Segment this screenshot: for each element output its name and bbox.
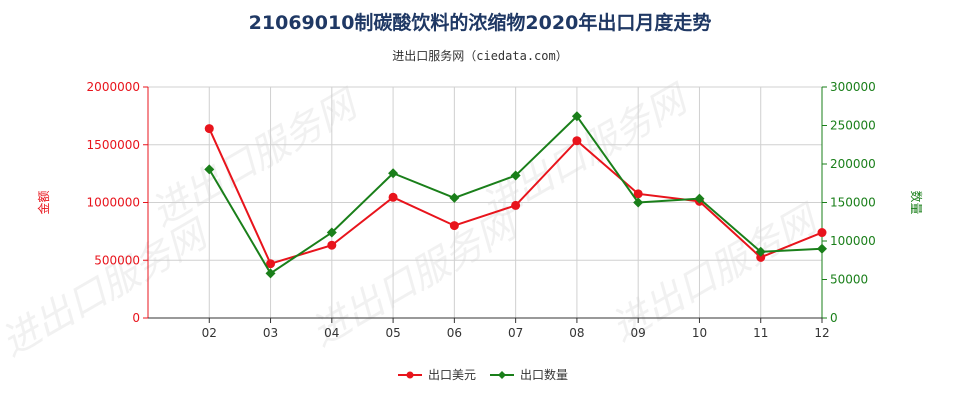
axes: 0 500000 1000000 1500000 2000000 0 50000 100000… [36, 80, 924, 340]
series-point-right [265, 268, 276, 279]
x-tick-label: 11 [753, 326, 768, 340]
series-point-right [326, 227, 337, 238]
left-tick-label: 0 [132, 311, 140, 325]
right-tick-label: 200000 [830, 157, 876, 171]
series-point-left [327, 240, 337, 250]
series-point-left [817, 228, 827, 238]
right-tick-label: 300000 [830, 80, 876, 94]
x-tick-label: 12 [814, 326, 829, 340]
x-tick-label: 07 [508, 326, 523, 340]
legend-marker [406, 371, 414, 379]
x-tick-label: 06 [447, 326, 462, 340]
chart-title: 21069010制碳酸饮料的浓缩物2020年出口月度走势 [248, 12, 712, 34]
series-point-left [449, 221, 459, 231]
series-point-right [510, 170, 521, 181]
series-point-left [511, 200, 521, 210]
series-point-right [204, 164, 215, 175]
legend-marker [498, 371, 506, 379]
legend-label: 出口美元 [428, 368, 476, 382]
right-tick-label: 50000 [830, 273, 868, 287]
right-axis-title: 数量 [909, 190, 924, 214]
x-tick-label: 03 [263, 326, 278, 340]
x-tick-label: 08 [569, 326, 584, 340]
series-point-right [449, 192, 460, 203]
series-point-right [694, 193, 705, 204]
left-tick-label: 500000 [94, 253, 140, 267]
series-point-left [633, 189, 643, 199]
chart-subtitle: 进出口服务网（ciedata.com） [392, 49, 568, 63]
series-point-right [817, 243, 827, 254]
x-tick-label: 10 [692, 326, 707, 340]
right-tick-label: 0 [830, 311, 838, 325]
series-point-right [388, 168, 399, 179]
watermark-text: 进出口服务网 [0, 210, 218, 365]
series-point-right [571, 111, 582, 122]
series-point-right [633, 197, 644, 208]
left-tick-label: 2000000 [87, 80, 140, 94]
series-point-left [266, 259, 276, 269]
right-tick-label: 250000 [830, 119, 876, 133]
x-tick-label: 09 [631, 326, 646, 340]
x-tick-label: 05 [385, 326, 400, 340]
left-axis-title: 金额 [36, 190, 51, 214]
right-tick-label: 150000 [830, 196, 876, 210]
left-tick-label: 1000000 [87, 196, 140, 210]
right-tick-label: 100000 [830, 234, 876, 248]
watermark-text: 进出口服务网 [474, 75, 698, 230]
legend: 出口美元 出口数量 [398, 367, 568, 382]
watermark-text: 进出口服务网 [144, 80, 368, 235]
series-point-left [388, 192, 398, 202]
series-point-left [572, 136, 582, 146]
series-point-left [756, 252, 766, 262]
x-tick-label: 02 [202, 326, 217, 340]
left-tick-label: 1500000 [87, 138, 140, 152]
series-point-left [204, 124, 214, 134]
series-point-right [755, 246, 766, 257]
legend-label: 出口数量 [520, 367, 568, 382]
series-layer [204, 111, 827, 279]
x-tick-label: 04 [324, 326, 339, 340]
